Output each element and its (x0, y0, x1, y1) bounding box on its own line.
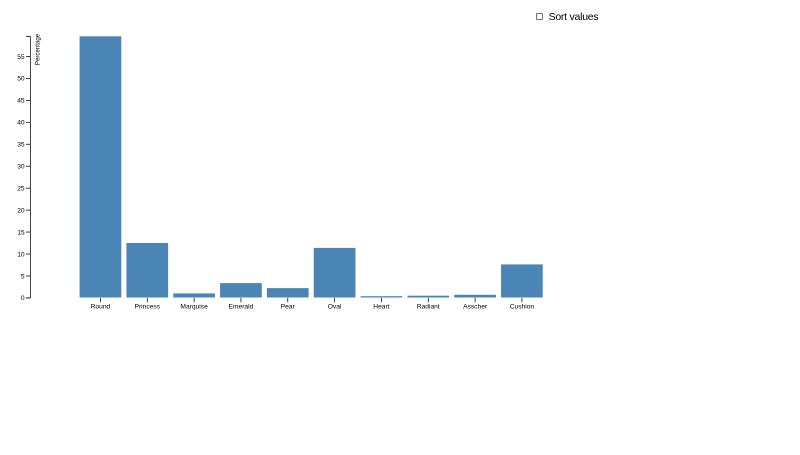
svg-text:Asscher: Asscher (463, 304, 488, 311)
svg-text:Princess: Princess (135, 304, 161, 311)
svg-text:15: 15 (17, 229, 25, 236)
svg-text:10: 10 (17, 251, 25, 258)
svg-text:Radiant: Radiant (417, 304, 440, 311)
svg-text:50: 50 (17, 76, 25, 83)
svg-text:45: 45 (17, 98, 25, 105)
svg-text:0: 0 (21, 295, 25, 302)
svg-text:Percentage: Percentage (34, 33, 41, 65)
svg-text:Oval: Oval (328, 304, 342, 311)
svg-text:Round: Round (91, 304, 111, 311)
svg-text:Emerald: Emerald (229, 304, 254, 311)
svg-text:40: 40 (17, 120, 25, 127)
svg-text:Marquise: Marquise (180, 304, 208, 311)
svg-text:25: 25 (17, 185, 25, 192)
svg-text:35: 35 (17, 142, 25, 149)
svg-text:Heart: Heart (373, 304, 389, 311)
svg-text:Pear: Pear (281, 304, 296, 311)
svg-text:55: 55 (17, 54, 25, 61)
svg-text:30: 30 (17, 164, 25, 171)
svg-text:5: 5 (21, 273, 25, 280)
svg-text:Cushion: Cushion (510, 304, 535, 311)
svg-text:20: 20 (17, 207, 25, 214)
